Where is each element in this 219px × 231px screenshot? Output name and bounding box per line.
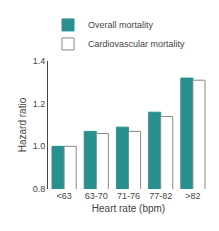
svg-text:1.0: 1.0	[33, 141, 46, 151]
svg-text:1.2: 1.2	[33, 99, 46, 109]
svg-text:63-70: 63-70	[85, 191, 108, 201]
svg-text:Hazard ratio: Hazard ratio	[17, 97, 28, 152]
svg-text:<63: <63	[56, 191, 71, 201]
svg-text:77-82: 77-82	[149, 191, 172, 201]
svg-text:Overall mortality: Overall mortality	[88, 20, 154, 30]
svg-text:Cardiovascular mortality: Cardiovascular mortality	[88, 39, 185, 49]
svg-text:1.4: 1.4	[33, 56, 46, 66]
svg-text:71-76: 71-76	[117, 191, 140, 201]
svg-text:>82: >82	[185, 191, 200, 201]
svg-text:0.8: 0.8	[33, 184, 46, 194]
svg-text:Heart rate (bpm): Heart rate (bpm)	[92, 203, 165, 214]
